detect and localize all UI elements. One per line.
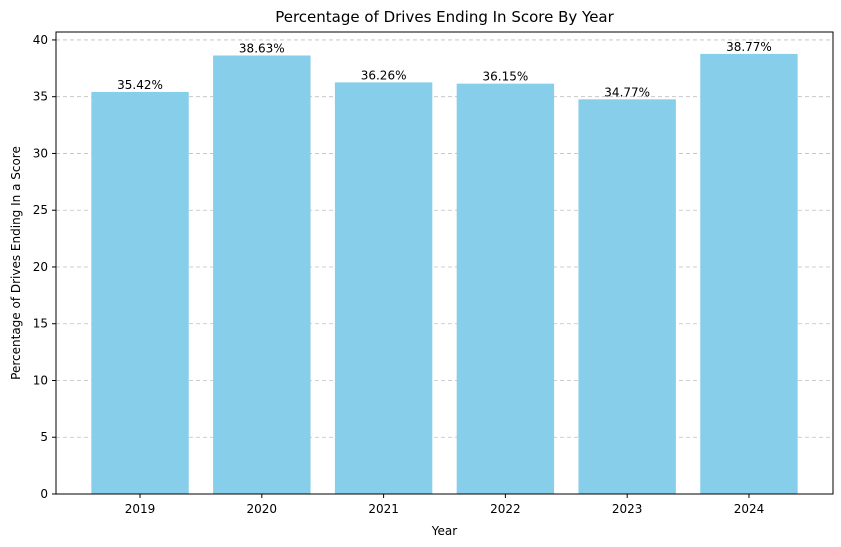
- data-label-2021: 36.26%: [361, 68, 407, 82]
- bar-2024: [700, 53, 798, 494]
- y-tick-label: 0: [40, 487, 48, 501]
- y-tick-label: 15: [33, 317, 48, 331]
- x-tick-label-2024: 2024: [734, 502, 765, 516]
- x-tick-label-2021: 2021: [368, 502, 399, 516]
- bars: [91, 53, 798, 495]
- y-axis-ticks: 0 5 10 15 20 25 30 35 40: [33, 33, 56, 501]
- bar-2020: [213, 55, 311, 495]
- data-label-2023: 34.77%: [604, 85, 650, 99]
- y-tick-label: 40: [33, 33, 48, 47]
- y-axis-label: Percentage of Drives Ending In a Score: [9, 146, 23, 380]
- x-axis-label: Year: [431, 524, 457, 538]
- plot-area-frame: [55, 31, 834, 495]
- data-label-2020: 38.63%: [239, 41, 285, 55]
- bar-2023: [578, 99, 676, 495]
- x-tick-label-2019: 2019: [125, 502, 156, 516]
- y-tick-label: 35: [33, 90, 48, 104]
- bar-2021: [334, 82, 433, 495]
- x-axis-ticks: 2019 2020 2021 2022 2023 2024: [125, 494, 764, 516]
- y-tick-label: 30: [33, 146, 48, 160]
- y-tick-label: 20: [33, 260, 48, 274]
- data-labels: 35.42% 38.63% 36.26% 36.15% 34.77% 38.77%: [117, 40, 772, 99]
- bar-2019: [91, 91, 189, 495]
- data-label-2019: 35.42%: [117, 78, 163, 92]
- y-tick-label: 10: [33, 373, 48, 387]
- bar-2022: [456, 83, 555, 494]
- y-tick-label: 25: [33, 203, 48, 217]
- x-tick-label-2022: 2022: [490, 502, 521, 516]
- data-label-2024: 38.77%: [726, 40, 772, 54]
- x-tick-label-2020: 2020: [247, 502, 278, 516]
- data-label-2022: 36.15%: [483, 70, 529, 84]
- y-tick-label: 5: [40, 430, 48, 444]
- x-tick-label-2023: 2023: [612, 502, 643, 516]
- chart-title: Percentage of Drives Ending In Score By …: [275, 8, 614, 26]
